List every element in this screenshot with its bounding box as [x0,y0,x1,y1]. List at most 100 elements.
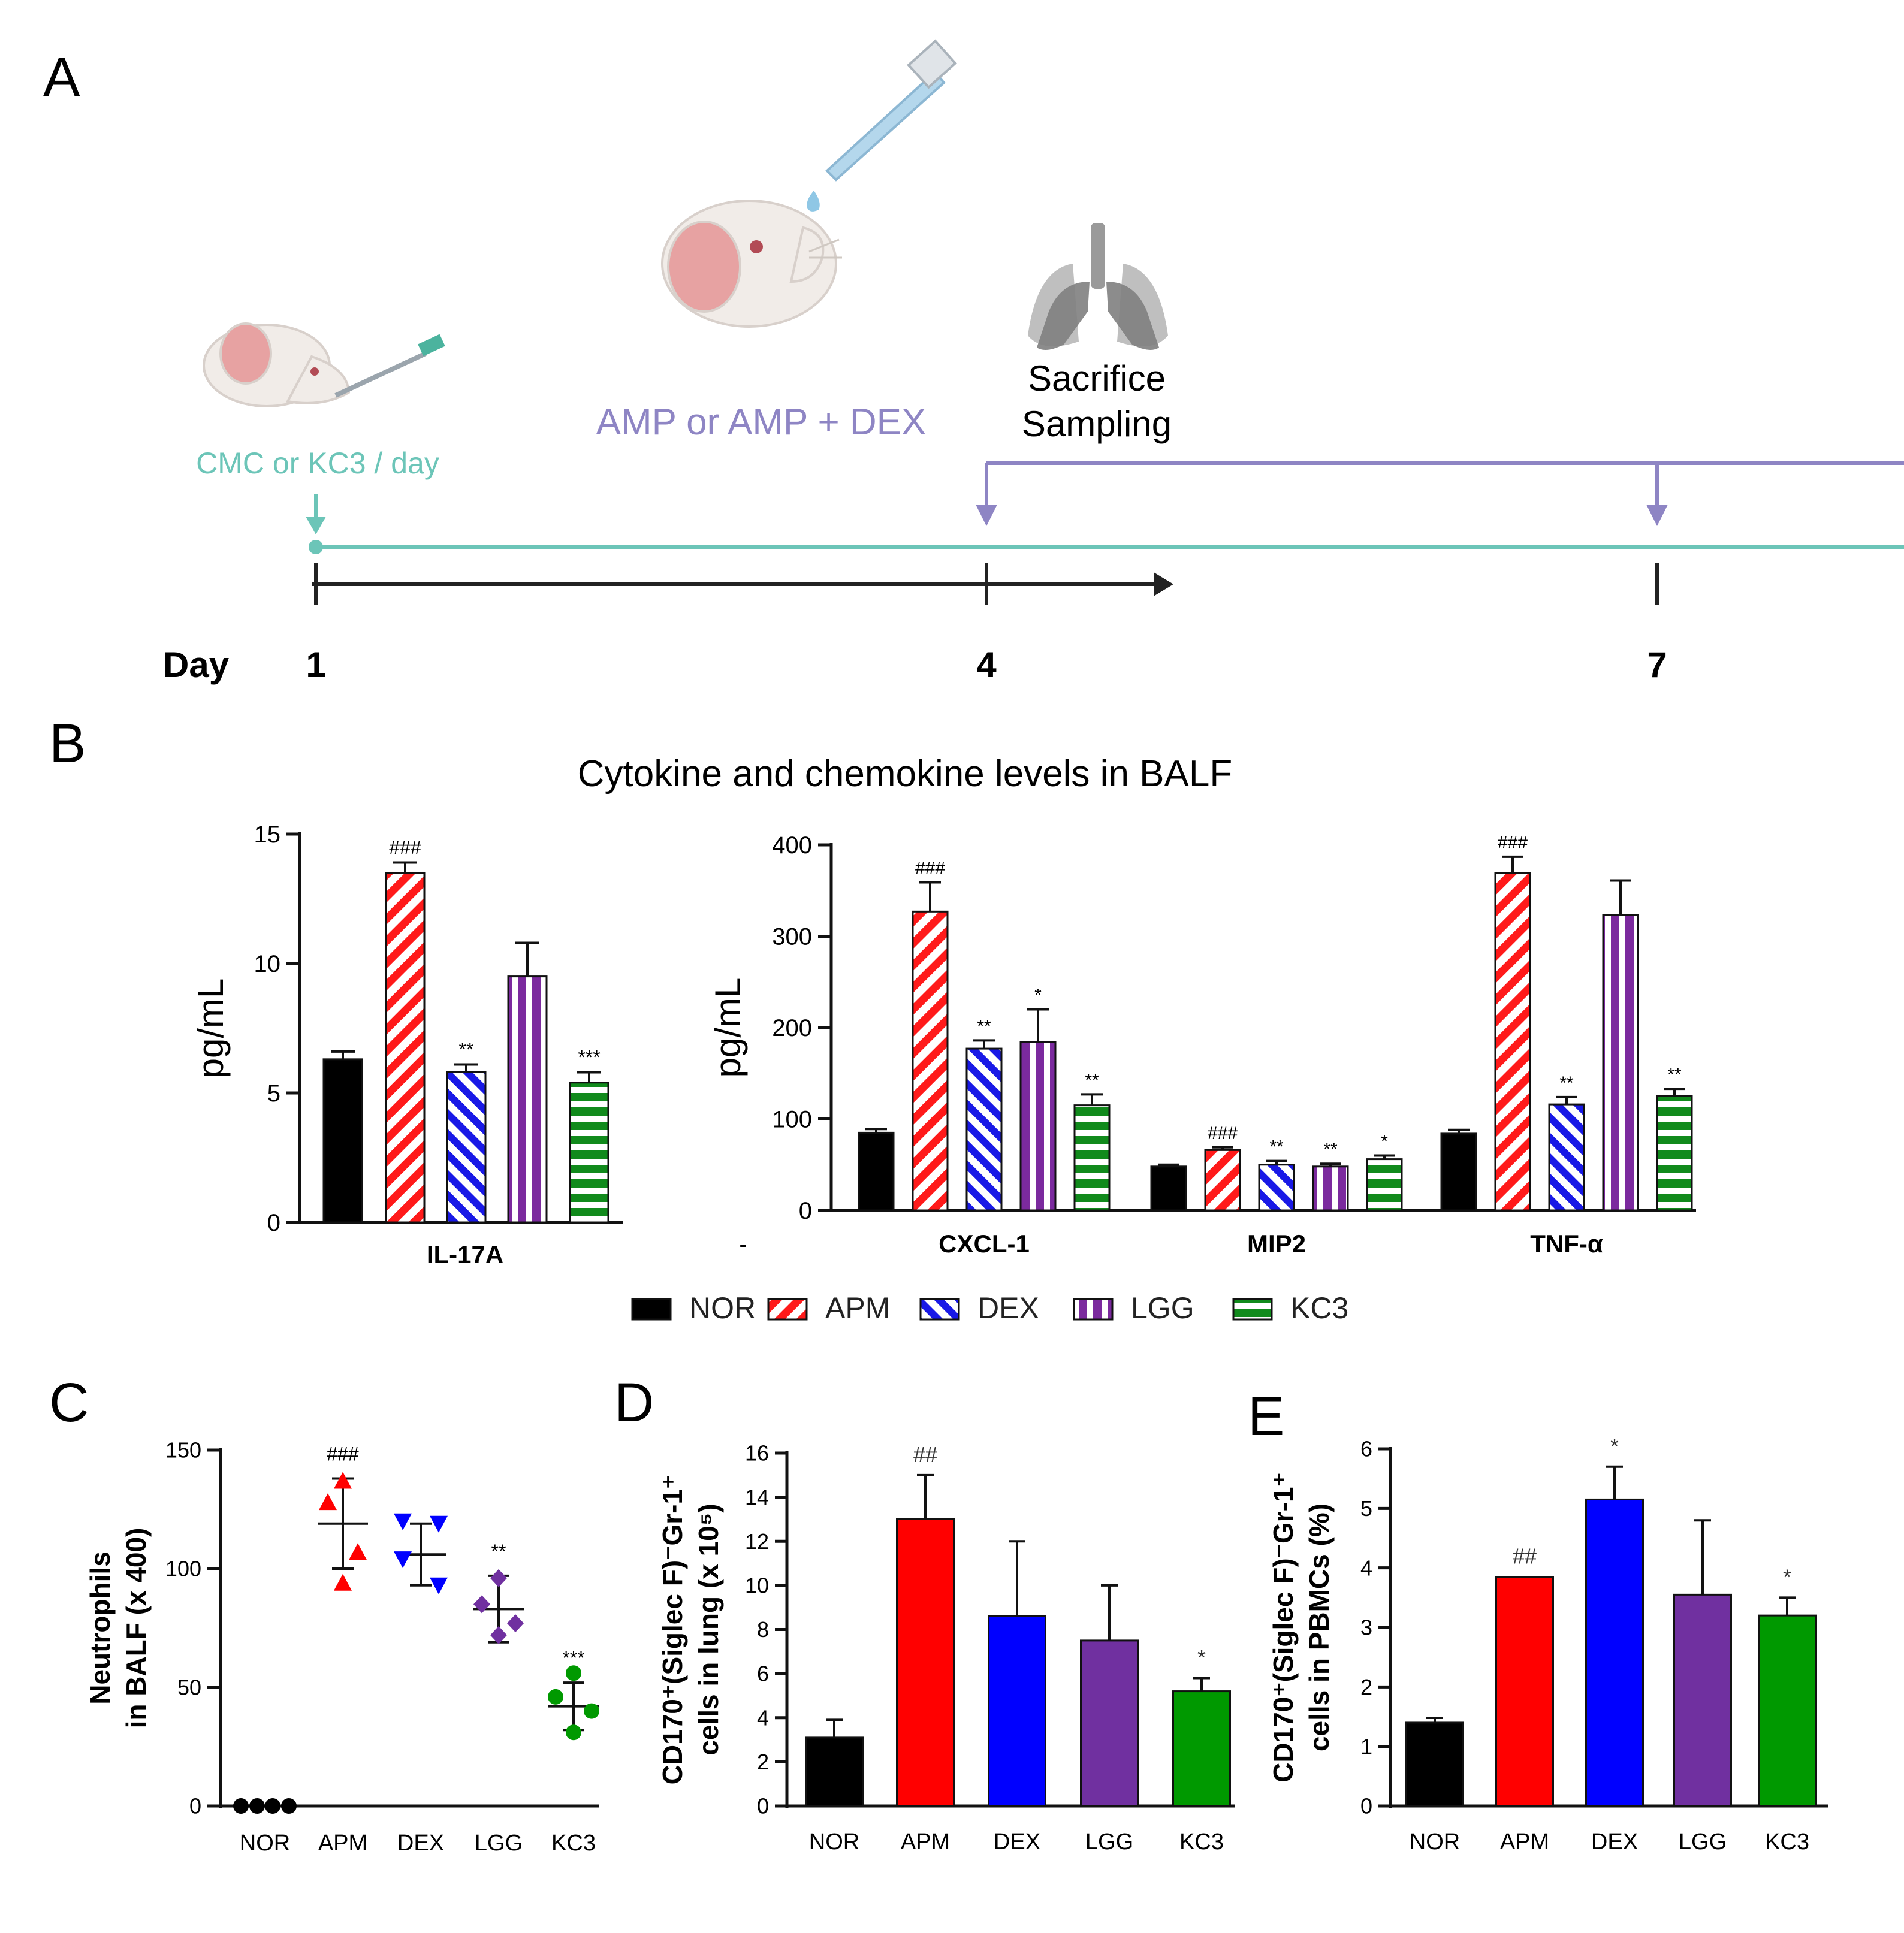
amp-arrow-head [1646,505,1668,526]
mouse-oral-gavage-icon [203,322,445,407]
y-tick-label: 3 [1360,1615,1372,1640]
bar-lgg-il17a [507,975,548,1224]
y-tick-label: 2 [1360,1675,1372,1699]
chart-neutrophils: 0 50 100 150 Neutrophils in BALF (x 400) NOR ##… [85,1438,599,1856]
point-apm [319,1493,337,1511]
bar-lgg-mip2 [1312,1165,1349,1212]
point-dex [430,1515,448,1533]
bar-nor-mip2 [1150,1165,1187,1212]
bar-lgg [1673,1593,1732,1807]
point-lgg [473,1595,490,1614]
x-category-label: LGG [1085,1829,1133,1855]
point-nor [249,1798,265,1814]
y-tick-label: 6 [757,1662,769,1686]
y-axis-label-line2: in BALF (x 400) [120,1528,152,1729]
significance-label: * [1381,1132,1388,1152]
y-tick-label: 50 [177,1675,201,1700]
y-axis-label-line2: cells in lung (x 10⁵) [693,1503,724,1755]
bar-nor-il17a [322,1058,363,1224]
y-axis-label: pg/mL [191,978,231,1079]
significance-label: * [1197,1645,1206,1669]
panel-c-letter: C [49,1372,89,1433]
y-tick-label: 150 [165,1438,201,1463]
significance-label: ** [1667,1065,1682,1085]
bar-apm-mip2 [1204,1149,1241,1212]
significance-label: *** [562,1647,584,1669]
legend-label-kc3: KC3 [1290,1291,1348,1325]
significance-label: ### [327,1443,359,1465]
significance-label: ### [389,837,421,859]
point-apm [334,1472,352,1489]
bar-dex-mip2 [1258,1164,1295,1212]
y-tick-label: 15 [254,821,281,848]
panel-e-letter: E [1248,1386,1284,1447]
bar-dex-cxcl-1 [965,1047,1003,1212]
significance-label: ## [1513,1544,1537,1569]
x-category-label: NOR [1410,1829,1460,1855]
panel-b-title: Cytokine and chemokine levels in BALF [578,753,1232,795]
significance-label: ** [1085,1070,1099,1090]
significance-label: ** [977,1016,991,1036]
lungs-icon [1028,223,1168,350]
legend-swatch-lgg [1073,1298,1114,1321]
y-tick-label: 1 [1360,1734,1372,1759]
y-tick-label: 8 [757,1617,769,1642]
x-category-label: LGG [475,1831,523,1856]
significance-label: ** [1559,1073,1574,1093]
point-nor [265,1798,280,1814]
point-kc3 [584,1703,599,1719]
pipette-icon [807,39,957,212]
point-kc3 [566,1665,581,1681]
y-tick-label: 12 [745,1529,769,1554]
panel-b-letter: B [49,713,86,774]
y-tick-label: 0 [189,1794,201,1819]
x-category-label: DEX [994,1829,1040,1855]
y-tick-label: 10 [254,951,281,977]
day-4: 4 [976,645,997,685]
bar-nor [1405,1721,1464,1807]
y-axis-label-line1: CD170⁺(Siglec F)⁻Gr-1⁺ [657,1475,688,1785]
significance-label: ### [1208,1123,1238,1143]
legend-label-apm: APM [825,1291,890,1325]
bar-apm-cxcl-1 [912,910,949,1212]
point-lgg [490,1569,507,1587]
legend-swatch-kc3 [1232,1298,1273,1321]
treatment-arrow-head [306,517,326,534]
x-category-label: IL-17A [427,1240,503,1268]
legend-label-nor: NOR [689,1291,756,1325]
bar-nor-tnf-α [1440,1132,1477,1212]
bar-lgg-tnf-α [1602,914,1639,1212]
panel-a-letter: A [43,47,80,108]
point-lgg [490,1626,507,1644]
y-tick-label: 6 [1360,1437,1372,1461]
y-tick-label: 10 [745,1573,769,1597]
significance-label: ## [913,1442,937,1467]
amp-label: AMP or AMP + DEX [596,401,927,443]
y-tick-label: 0 [757,1794,769,1819]
point-dex [430,1577,448,1594]
y-axis-label: pg/mL [708,978,748,1078]
bar-apm [1495,1576,1554,1807]
timeline-arrowhead [1154,572,1173,596]
significance-label: ** [1323,1140,1338,1159]
bar-dex [988,1615,1046,1807]
bar-kc3-cxcl-1 [1073,1104,1111,1212]
legend-label-dex: DEX [977,1291,1039,1325]
y-tick-label: 2 [757,1750,769,1774]
bar-kc3-il17a [569,1082,609,1224]
panel-b: B Cytokine and chemokine levels in BALF … [49,713,1696,1325]
bar-apm-il17a [385,872,426,1224]
bar-dex [1585,1498,1644,1807]
y-axis-label-line1: Neutrophils [85,1551,116,1705]
bar-lgg-cxcl-1 [1019,1041,1057,1212]
bar-kc3 [1172,1690,1231,1807]
y-tick-label: 5 [267,1080,280,1107]
significance-label: ** [1269,1137,1284,1157]
amp-arrow-head [976,505,997,526]
y-tick-label: 0 [799,1198,812,1224]
y-tick-label: 300 [772,924,812,950]
y-tick-label: 100 [165,1557,201,1581]
legend-label-lgg: LGG [1131,1291,1194,1325]
